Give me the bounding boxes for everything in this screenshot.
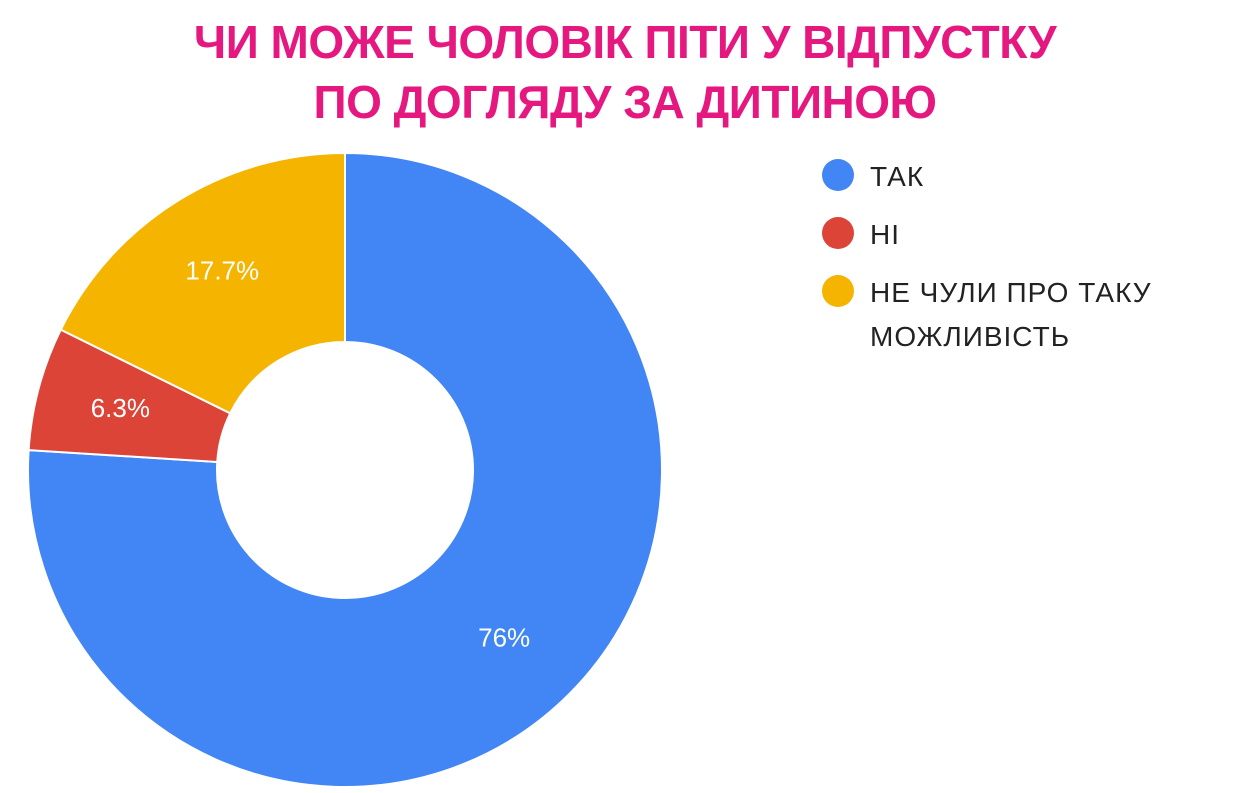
chart-title-line-1: ЧИ МОЖЕ ЧОЛОВІК ПІТИ У ВІДПУСТКУ [193, 16, 1057, 68]
slice-unaware [59, 151, 346, 415]
slice-yes [27, 151, 663, 788]
chart-legend: ТАК НІ НЕ ЧУЛИ ПРО ТАКУ МОЖЛИВІСТЬ [822, 155, 1242, 373]
chart-title: ЧИ МОЖЕ ЧОЛОВІК ПІТИ У ВІДПУСТКУ ПО ДОГЛ… [0, 12, 1250, 132]
legend-dot-unaware [822, 275, 854, 307]
legend-label-no: НІ [870, 219, 900, 250]
legend-dot-yes [822, 159, 854, 191]
data-label-no: 6.3% [91, 393, 150, 423]
legend-label-yes: ТАК [870, 161, 925, 192]
data-label-yes: 76% [478, 622, 530, 652]
legend-item-yes: ТАК [822, 155, 1242, 199]
donut-chart: 76% 6.3% 17.7% [27, 151, 663, 788]
legend-label-unaware: НЕ ЧУЛИ ПРО ТАКУ МОЖЛИВІСТЬ [870, 277, 1152, 352]
data-label-unaware: 17.7% [185, 255, 259, 285]
chart-title-line-2: ПО ДОГЛЯДУ ЗА ДИТИНОЮ [313, 76, 937, 128]
legend-item-unaware: НЕ ЧУЛИ ПРО ТАКУ МОЖЛИВІСТЬ [822, 271, 1242, 359]
legend-dot-no [822, 217, 854, 249]
legend-item-no: НІ [822, 213, 1242, 257]
